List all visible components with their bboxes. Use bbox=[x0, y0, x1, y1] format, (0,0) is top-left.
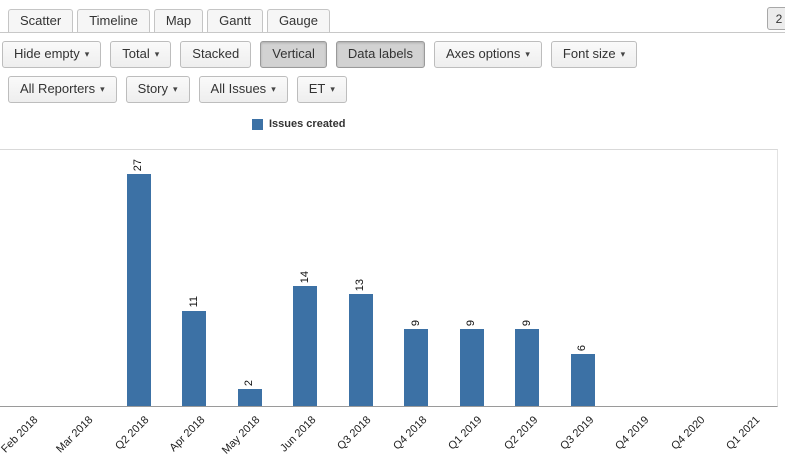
bar[interactable] bbox=[404, 328, 429, 406]
chart-toolbar: Hide empty ▾ Total ▾ Stacked Vertical Data lab… bbox=[0, 33, 785, 74]
chart-legend: Issues created bbox=[0, 109, 785, 137]
bar-slot-q4-2019 bbox=[611, 150, 667, 406]
filter-all-reporters-button[interactable]: All Reporters ▾ bbox=[8, 75, 117, 103]
axes-options-button[interactable]: Axes options ▾ bbox=[433, 41, 542, 68]
total-button[interactable]: Total ▾ bbox=[110, 41, 172, 68]
bar-chart: 27 11 2 14 13 9 9 9 6 Feb 2018 Mar 2018 Q2 2018 Apr… bbox=[0, 137, 785, 463]
x-tick-label: Q2 2018 bbox=[113, 413, 152, 453]
chevron-down-icon: ▾ bbox=[173, 83, 178, 94]
tab-gauge[interactable]: Gauge bbox=[266, 9, 330, 32]
data-label: 13 bbox=[354, 278, 367, 291]
button-label: ET bbox=[308, 80, 326, 96]
x-tick-label: Q4 2019 bbox=[613, 413, 652, 453]
chevron-down-icon: ▾ bbox=[620, 48, 626, 59]
bar[interactable] bbox=[126, 173, 151, 406]
x-tick-label: Feb 2018 bbox=[0, 413, 41, 456]
x-tick-label: Q1 2019 bbox=[446, 413, 485, 453]
x-tick-label: Q1 2021 bbox=[724, 413, 763, 453]
chevron-down-icon: ▾ bbox=[525, 48, 530, 59]
x-tick-label: Q3 2018 bbox=[335, 413, 374, 453]
data-label: 9 bbox=[409, 319, 422, 326]
corner-button[interactable]: 2 bbox=[767, 7, 785, 30]
button-label: Total bbox=[122, 46, 150, 61]
data-labels-button[interactable]: Data labels bbox=[335, 41, 425, 68]
button-label: Vertical bbox=[272, 46, 315, 61]
tab-gantt[interactable]: Gantt bbox=[207, 9, 263, 32]
button-label: Stacked bbox=[192, 46, 240, 61]
bar-slot-jun-2018: 14 bbox=[278, 150, 334, 406]
bar-slot-mar-2018 bbox=[56, 150, 112, 406]
data-label: 14 bbox=[298, 270, 311, 283]
data-label: 27 bbox=[132, 158, 145, 171]
plot-area: 27 11 2 14 13 9 9 9 6 bbox=[0, 148, 778, 407]
bar-slot-q1-2019: 9 bbox=[444, 150, 500, 406]
bar-slot-may-2018: 2 bbox=[222, 150, 278, 406]
tab-timeline[interactable]: Timeline bbox=[77, 9, 150, 32]
x-tick-label: Q4 2020 bbox=[669, 413, 708, 453]
bar[interactable] bbox=[182, 310, 207, 406]
bar-slot-q1-2021 bbox=[722, 150, 778, 406]
bar[interactable] bbox=[293, 285, 318, 406]
filter-et-button[interactable]: ET ▾ bbox=[296, 75, 347, 103]
bar-slot-q2-2018: 27 bbox=[111, 150, 167, 406]
chevron-down-icon: ▾ bbox=[100, 83, 105, 94]
button-label: Story bbox=[137, 80, 169, 96]
bar-slot-apr-2018: 11 bbox=[167, 150, 223, 406]
x-tick-label: Jun 2018 bbox=[277, 413, 319, 455]
chevron-down-icon: ▾ bbox=[154, 48, 160, 59]
bar-slot-feb-2018 bbox=[0, 150, 56, 406]
data-label: 9 bbox=[465, 319, 478, 326]
x-tick-label: Q4 2018 bbox=[391, 413, 430, 453]
hide-empty-button[interactable]: Hide empty ▾ bbox=[2, 41, 102, 68]
font-size-button[interactable]: Font size ▾ bbox=[550, 41, 638, 68]
data-label: 11 bbox=[187, 296, 200, 308]
bar[interactable] bbox=[237, 388, 262, 406]
button-label: Axes options bbox=[445, 46, 521, 61]
chevron-down-icon: ▾ bbox=[271, 83, 276, 94]
chevron-down-icon: ▾ bbox=[84, 48, 90, 59]
button-label: Hide empty bbox=[14, 46, 80, 61]
button-label: Data labels bbox=[347, 46, 413, 61]
bar-slot-q3-2019: 6 bbox=[555, 150, 611, 406]
tab-map[interactable]: Map bbox=[153, 9, 204, 32]
button-label: Font size bbox=[562, 46, 616, 61]
x-tick-label: Mar 2018 bbox=[54, 413, 96, 456]
bar[interactable] bbox=[348, 293, 373, 406]
data-label: 6 bbox=[576, 344, 589, 351]
bar-slot-q4-2020 bbox=[666, 150, 722, 406]
x-axis-labels: Feb 2018 Mar 2018 Q2 2018 Apr 2018 May 2018 J… bbox=[0, 408, 778, 463]
x-tick-label: Apr 2018 bbox=[167, 413, 208, 454]
data-label: 2 bbox=[243, 379, 256, 386]
data-label: 9 bbox=[520, 319, 533, 326]
filter-toolbar: All Reporters ▾ Story ▾ All Issues ▾ ET ▾ bbox=[0, 74, 785, 109]
bar-slot-q2-2019: 9 bbox=[500, 150, 556, 406]
button-label: All Reporters bbox=[20, 80, 96, 96]
chevron-down-icon: ▾ bbox=[330, 83, 335, 94]
bar[interactable] bbox=[459, 328, 484, 406]
tab-scatter[interactable]: Scatter bbox=[8, 9, 74, 32]
legend-swatch bbox=[252, 118, 263, 130]
chart-type-tabs: Scatter Timeline Map Gantt Gauge bbox=[0, 0, 785, 33]
x-tick-label: May 2018 bbox=[219, 413, 263, 457]
x-tick-label: Q3 2019 bbox=[558, 413, 597, 453]
bar-slot-q3-2018: 13 bbox=[333, 150, 389, 406]
button-label: All Issues bbox=[210, 80, 267, 96]
bar[interactable] bbox=[515, 328, 540, 406]
vertical-button[interactable]: Vertical bbox=[260, 41, 327, 68]
filter-all-issues-button[interactable]: All Issues ▾ bbox=[198, 75, 288, 103]
legend-label: Issues created bbox=[269, 118, 346, 131]
stacked-button[interactable]: Stacked bbox=[180, 41, 252, 68]
filter-story-button[interactable]: Story ▾ bbox=[125, 75, 190, 103]
x-tick-label: Q2 2019 bbox=[502, 413, 541, 453]
bar[interactable] bbox=[570, 353, 595, 406]
bar-slot-q4-2018: 9 bbox=[389, 150, 445, 406]
